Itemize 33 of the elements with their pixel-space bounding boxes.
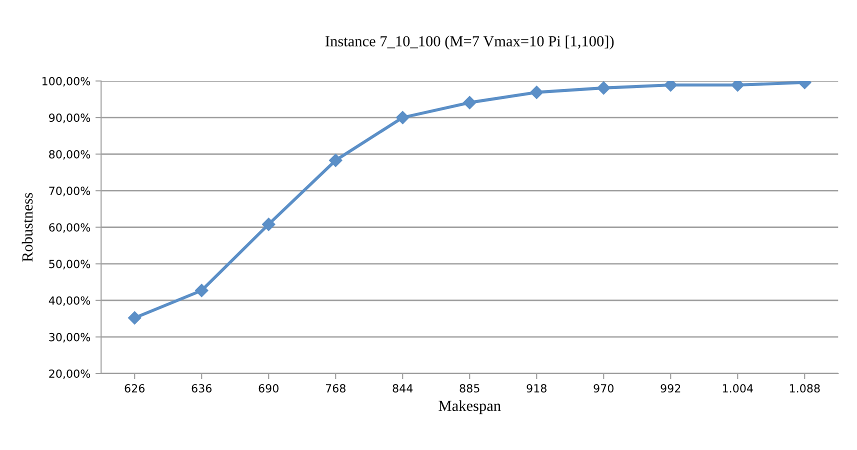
x-tick-label: 885: [460, 384, 480, 393]
x-tick-label: 918: [526, 384, 546, 393]
y-tick-label: 90,00%: [49, 114, 90, 124]
x-tick-label: 970: [594, 384, 614, 393]
point: [396, 110, 410, 124]
y-tick-label: 20,00%: [49, 369, 90, 380]
y-tick-label: 30,00%: [49, 332, 90, 342]
x-tick-label: 1.088: [790, 384, 820, 393]
x-axis-title: Makespan: [438, 400, 501, 414]
point: [262, 218, 276, 231]
point: [597, 81, 610, 95]
point: [128, 311, 142, 325]
x-tick-label: 1.004: [722, 384, 753, 393]
point: [530, 86, 544, 99]
y-tick-label: 100,00%: [42, 76, 90, 87]
y-tick-label: 60,00%: [49, 223, 90, 233]
x-tick-label: 768: [326, 384, 346, 393]
point: [731, 81, 744, 92]
point: [463, 96, 476, 110]
y-tick-label: 70,00%: [49, 186, 90, 196]
point: [329, 154, 342, 167]
y-tick-label: 40,00%: [48, 296, 90, 306]
x-tick-label: 690: [258, 384, 278, 393]
x-tick-label: 844: [392, 384, 413, 393]
y-tick-label: 80,00%: [49, 150, 90, 160]
point: [664, 81, 678, 92]
y-tick-label: 50,00%: [49, 260, 90, 270]
y-axis-title: Robustness: [22, 193, 33, 262]
point: [195, 284, 208, 298]
x-tick-label: 626: [124, 384, 145, 393]
x-tick-label: 992: [660, 384, 680, 393]
chart-title: Instance 7_10_100 (M=7 Vmax=10 Pi [1,100]): [326, 36, 614, 50]
x-tick-label: 636: [192, 384, 212, 393]
